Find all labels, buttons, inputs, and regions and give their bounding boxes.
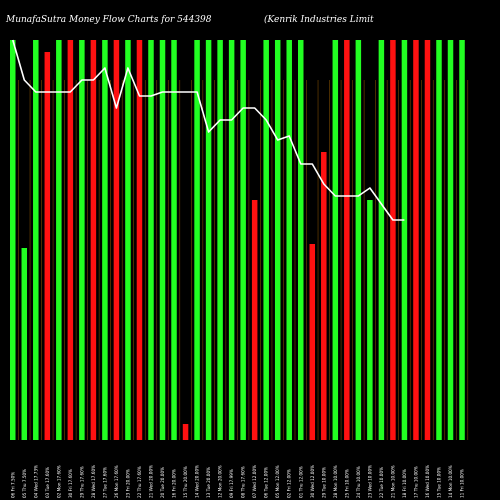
bar-up (217, 40, 223, 440)
bar-up (159, 40, 166, 440)
x-tick-label: 08 Thu 17.60% (241, 466, 246, 498)
bar-up (10, 40, 16, 440)
bar-down (182, 424, 189, 440)
bar-up (378, 40, 385, 440)
x-tick-label: 20 Tue 20.00% (160, 467, 165, 498)
x-tick-label: 16 Wed 10.00% (425, 465, 430, 498)
bar-up (21, 248, 28, 440)
x-tick-label: 05 Mon 12.00% (275, 465, 280, 498)
x-tick-label: 02 Fri 12.00% (287, 469, 292, 498)
bar-down (90, 40, 97, 440)
bar-up (436, 40, 442, 440)
bar-up (102, 40, 108, 440)
x-tick-label: 11 Fri 10.00% (460, 469, 465, 498)
bar-down (44, 52, 51, 440)
bar-up (274, 40, 281, 440)
bar-up (171, 40, 177, 440)
x-tick-label: 04 Wed 17.73% (33, 465, 38, 498)
x-tick-label: 30 Wed 12.00% (310, 465, 315, 498)
x-tick-label: 22 Thu 17.60% (137, 466, 142, 498)
money-flow-line (12, 39, 405, 221)
bar-up (194, 40, 200, 440)
x-tick-label: 16 Fri 20.00% (172, 469, 177, 498)
x-tick-label: 17 Thu 10.00% (413, 466, 418, 498)
bar-up (447, 40, 454, 440)
bar-up (148, 40, 154, 440)
bar-up (240, 40, 246, 440)
bar-up (79, 40, 85, 440)
x-tick-label: 23 Fri 20.00% (125, 469, 130, 498)
x-tick-label: 03 Tue 17.60% (45, 467, 50, 498)
x-tick-label: 28 Mon 10.00% (333, 465, 338, 498)
x-tick-label: 28 Wed 17.60% (91, 465, 96, 498)
x-tick-label: 14 Wed 20.00% (195, 465, 200, 498)
bar-up (263, 40, 269, 440)
x-tick-label: 26 Mon 17.60% (114, 465, 119, 498)
x-tick-label: 24 Thu 10.00% (356, 466, 361, 498)
bar-up (125, 40, 131, 440)
x-tick-label: 15 Tue 10.00% (436, 467, 441, 498)
bar-up (286, 40, 292, 440)
chart-subtitle: (Kenrik Industries Limit (264, 14, 374, 25)
bar-up (355, 40, 362, 440)
bar-down (344, 40, 350, 440)
x-tick-label: 29 Thu 17.60% (79, 466, 84, 498)
x-tick-label: 23 Wed 10.00% (367, 465, 372, 498)
x-axis-tick-labels: 06 Fri 7.50% 05 Thu 7.50% 04 Wed 17.73% 03 … (10, 465, 464, 498)
x-tick-label: 29 Tue 10.00% (321, 467, 326, 498)
money-flow-line-path (12, 39, 405, 221)
bar-series (10, 40, 465, 440)
bar-up (401, 40, 408, 440)
bar-up (459, 40, 465, 440)
x-tick-label: 22 Tue 10.00% (379, 467, 384, 498)
x-tick-label: 14 Mon 10.00% (448, 465, 453, 498)
bar-down (251, 200, 258, 440)
bar-down (136, 40, 143, 440)
x-tick-label: 07 Wed 12.00% (252, 465, 257, 498)
bar-down (113, 40, 120, 440)
bar-down (424, 40, 431, 440)
bar-up (332, 40, 339, 440)
x-tick-label: 05 Thu 7.50% (22, 469, 27, 498)
bar-up (298, 40, 304, 440)
bar-up (228, 40, 235, 440)
x-tick-label: 12 Mon 20.00% (218, 465, 223, 498)
x-tick-label: 09 Fri 17.99% (229, 469, 234, 498)
x-tick-label: 13 Tue 20.00% (206, 467, 211, 498)
bar-down (321, 152, 327, 440)
x-tick-label: 21 Wed 20.00% (148, 465, 153, 498)
x-tick-label: 06 Tue 12.00% (264, 467, 269, 498)
x-tick-label: 06 Fri 7.50% (10, 472, 15, 498)
x-tick-label: 15 Thu 20.00% (183, 466, 188, 498)
x-tick-label: 30 Fri 17.60% (68, 469, 73, 498)
bar-up (367, 200, 373, 440)
bar-up (56, 40, 62, 440)
bar-down (67, 40, 74, 440)
x-tick-label: 01 Thu 12.00% (298, 466, 303, 498)
x-tick-label: 27 Tue 17.60% (102, 467, 107, 498)
x-tick-label: 21 Mon 10.00% (390, 465, 395, 498)
bar-down (390, 40, 396, 440)
chart-title: MunafaSutra Money Flow Charts for 544398 (5, 15, 212, 25)
x-tick-label: 18 Fri 10.00% (402, 469, 407, 498)
x-tick-label: 25 Fri 10.00% (344, 469, 349, 498)
bar-up (205, 40, 212, 440)
x-tick-label: 02 Mon 17.60% (56, 465, 61, 498)
bar-down (413, 40, 419, 440)
bar-up (33, 40, 39, 440)
bar-down (309, 244, 316, 440)
grid-lines (18, 80, 469, 440)
